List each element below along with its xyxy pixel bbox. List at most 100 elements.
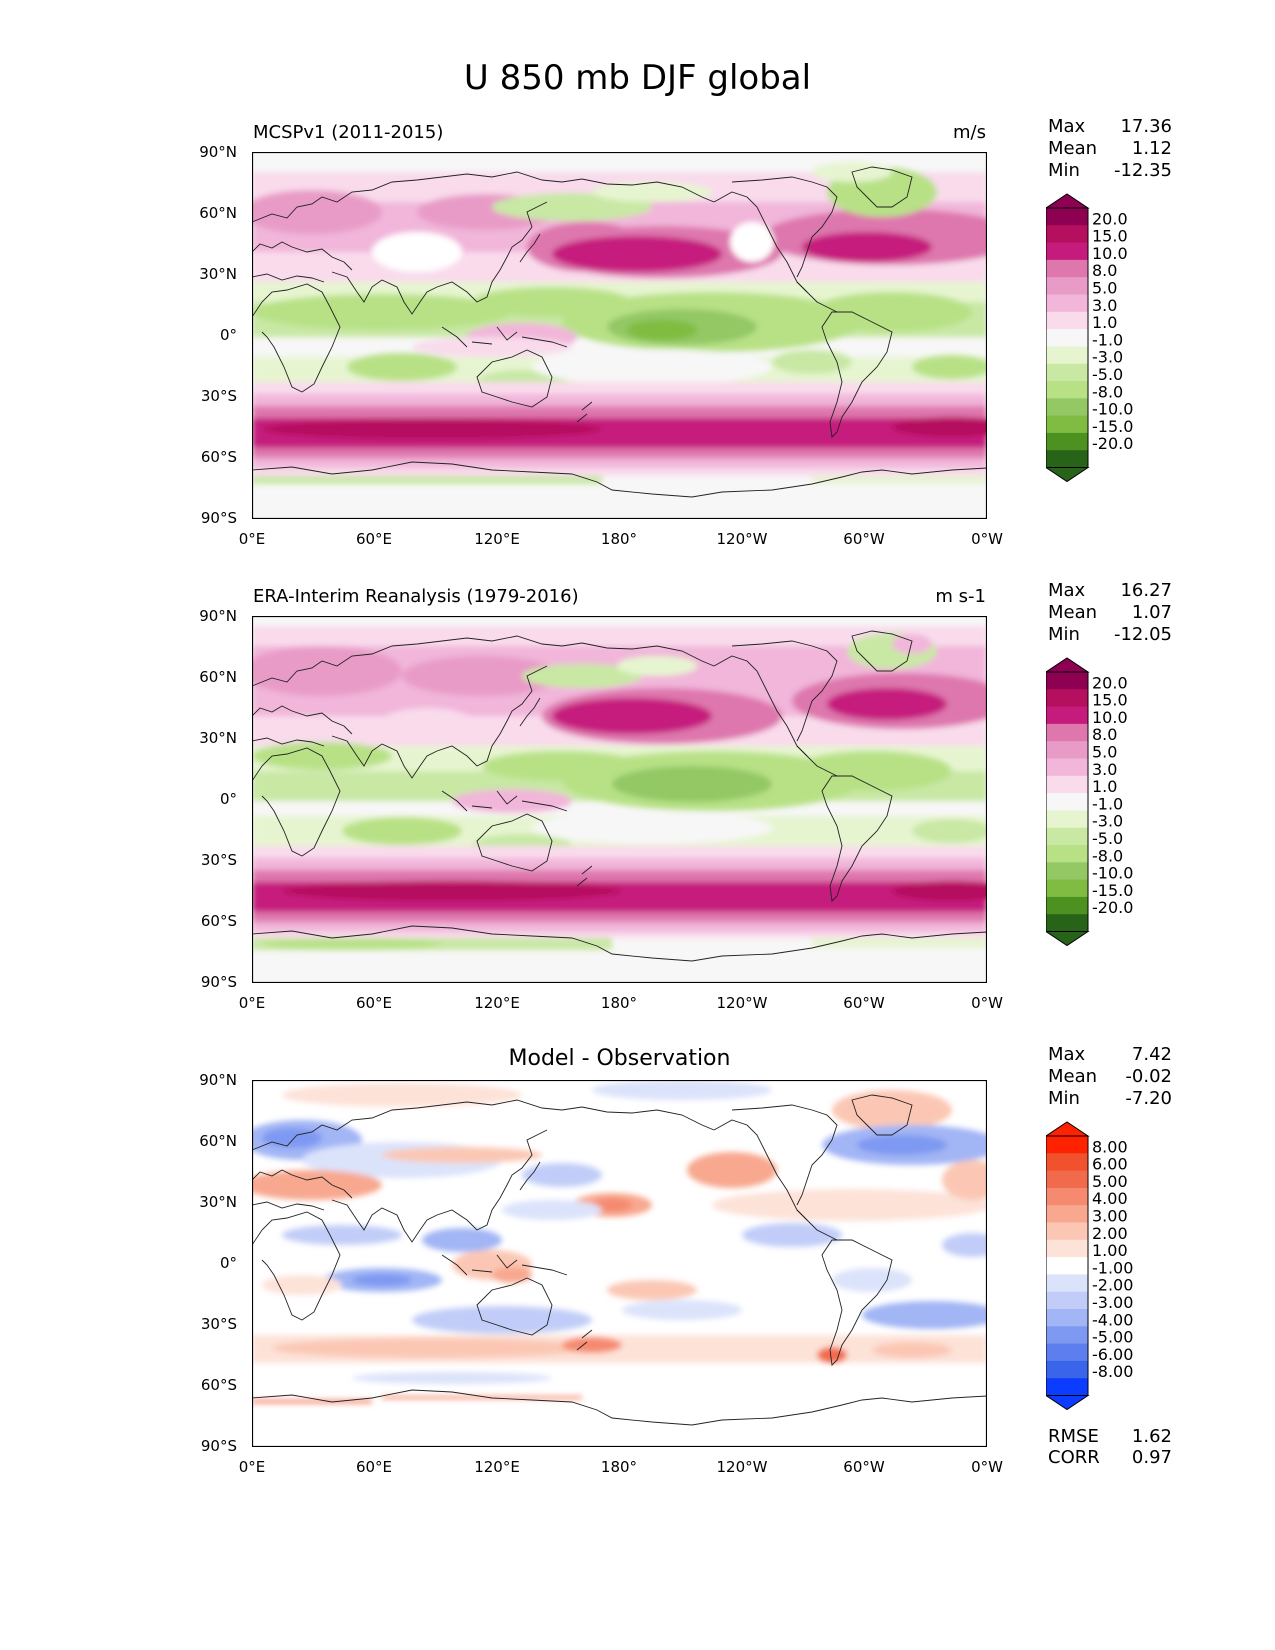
colorbar-swatch — [1046, 741, 1088, 759]
corr-label: CORR — [1048, 1447, 1100, 1468]
colorbar-swatch — [1046, 896, 1088, 915]
panel1-ytick: 60°N — [199, 204, 237, 222]
colorbar-level-label: -3.0 — [1092, 348, 1123, 367]
panel3-xtick: 120°W — [716, 1458, 768, 1476]
figure-title: U 850 mb DJF global — [463, 58, 812, 98]
colorbar-outline — [1046, 671, 1089, 932]
panel2-ytick: 0° — [219, 790, 237, 808]
colorbar-swatch — [1046, 346, 1088, 365]
colorbar-level-label: 10.0 — [1092, 708, 1128, 727]
max-value: 7.42 — [1131, 1044, 1172, 1065]
colorbar-swatch — [1046, 1326, 1088, 1345]
colorbar-level-label: 8.0 — [1092, 725, 1117, 744]
colorbar-level-label: -1.00 — [1092, 1258, 1133, 1277]
panel1-xtick: 60°E — [355, 530, 393, 548]
panel1-xtick: 180° — [600, 530, 638, 548]
colorbar-extend-top — [1046, 193, 1090, 209]
colorbar-swatch — [1046, 1257, 1088, 1275]
colorbar-swatch — [1046, 415, 1088, 434]
colorbar-swatch — [1046, 758, 1088, 777]
mean-label: Mean — [1048, 138, 1098, 159]
colorbar-level-label: -6.00 — [1092, 1345, 1133, 1364]
colorbar-level-label: 5.0 — [1092, 279, 1117, 298]
colorbar-outline — [1046, 207, 1089, 468]
panel3-xtick: 120°E — [474, 1458, 520, 1476]
panel3-ytick: 90°N — [199, 1071, 237, 1089]
colorbar-level-label: 1.0 — [1092, 313, 1117, 332]
colorbar-swatch — [1046, 1170, 1088, 1189]
panel2-xtick: 120°E — [474, 994, 520, 1012]
panel2-title-left: ERA-Interim Reanalysis (1979-2016) — [253, 586, 579, 607]
colorbar-swatch — [1046, 706, 1088, 725]
min-label: Min — [1048, 1088, 1080, 1109]
colorbar-swatch — [1046, 879, 1088, 898]
panel3-ytick: 0° — [219, 1254, 237, 1272]
panel2-ytick: 30°N — [199, 729, 237, 747]
colorbar-level-label: 6.00 — [1092, 1155, 1128, 1174]
colorbar-extend-top — [1046, 1121, 1090, 1137]
colorbar-swatch — [1046, 259, 1088, 278]
colorbar-swatch — [1046, 242, 1088, 261]
colorbar-level-label: -20.0 — [1092, 898, 1133, 917]
colorbar-level-label: 8.0 — [1092, 261, 1117, 280]
panel2-xtick: 120°W — [716, 994, 768, 1012]
panel3-ytick: 30°N — [199, 1193, 237, 1211]
panel1-title-right: m/s — [953, 122, 986, 143]
panel1-xtick: 60°W — [843, 530, 885, 548]
panel1-field — [252, 152, 987, 519]
mean-value: -0.02 — [1125, 1066, 1172, 1087]
colorbar-level-label: -10.0 — [1092, 400, 1133, 419]
panel2-xtick: 0°W — [971, 994, 1003, 1012]
panel2-xtick: 180° — [600, 994, 638, 1012]
colorbar-level-label: -5.0 — [1092, 829, 1123, 848]
panel2-ytick: 60°S — [200, 912, 237, 930]
colorbar-swatch — [1046, 689, 1088, 708]
colorbar-swatch — [1046, 793, 1088, 811]
rmse-value: 1.62 — [1131, 1426, 1172, 1447]
panel3-field — [252, 1080, 987, 1447]
min-label: Min — [1048, 624, 1080, 645]
panel1-ytick: 30°S — [200, 387, 237, 405]
panel3-ytick: 90°S — [200, 1437, 237, 1455]
colorbar-level-label: -3.0 — [1092, 812, 1123, 831]
panel1-xtick: 0°W — [971, 530, 1003, 548]
colorbar-swatch — [1046, 277, 1088, 295]
colorbar-extend-bottom — [1046, 1395, 1090, 1411]
colorbar-extend-bottom — [1046, 467, 1090, 483]
panel3-xtick: 60°E — [355, 1458, 393, 1476]
colorbar-swatch — [1046, 1153, 1088, 1172]
max-label: Max — [1048, 580, 1086, 601]
colorbar-level-label: -15.0 — [1092, 417, 1133, 436]
panel1-title-left: MCSPv1 (2011-2015) — [253, 122, 444, 143]
colorbar-swatch — [1046, 1274, 1088, 1293]
colorbar-level-label: 3.0 — [1092, 296, 1117, 315]
colorbar-level-label: 5.0 — [1092, 743, 1117, 762]
max-value: 16.27 — [1120, 580, 1172, 601]
colorbar-swatches: 8.006.005.004.003.002.001.00-1.00-2.00-3… — [1046, 1121, 1133, 1411]
colorbar-swatches: 20.015.010.08.05.03.01.0-1.0-3.0-5.0-8.0… — [1046, 193, 1133, 483]
colorbar-level-label: -8.0 — [1092, 382, 1123, 401]
colorbar-swatch — [1046, 1343, 1088, 1362]
colorbar-swatch — [1046, 1187, 1088, 1206]
colorbar-level-label: 1.00 — [1092, 1241, 1128, 1260]
max-label: Max — [1048, 116, 1086, 137]
colorbar-swatch — [1046, 381, 1088, 399]
colorbar-swatches: 20.015.010.08.05.03.01.0-1.0-3.0-5.0-8.0… — [1046, 657, 1133, 947]
max-value: 17.36 — [1120, 116, 1172, 137]
colorbar-level-label: 15.0 — [1092, 227, 1128, 246]
panel1-ytick: 60°S — [200, 448, 237, 466]
colorbar-level-label: -2.00 — [1092, 1276, 1133, 1295]
colorbar-level-label: 20.0 — [1092, 673, 1128, 692]
panel1-map — [252, 152, 987, 519]
colorbar-level-label: -10.0 — [1092, 864, 1133, 883]
colorbar-swatch — [1046, 723, 1088, 742]
colorbar-swatch — [1046, 432, 1088, 451]
panel3-ytick: 60°N — [199, 1132, 237, 1150]
colorbar-level-label: 20.0 — [1092, 209, 1128, 228]
panel1-xtick: 0°E — [238, 530, 266, 548]
colorbar-swatch — [1046, 862, 1088, 881]
max-label: Max — [1048, 1044, 1086, 1065]
colorbar-swatch — [1046, 672, 1088, 690]
corr-value: 0.97 — [1131, 1447, 1172, 1468]
panel2-ytick: 60°N — [199, 668, 237, 686]
